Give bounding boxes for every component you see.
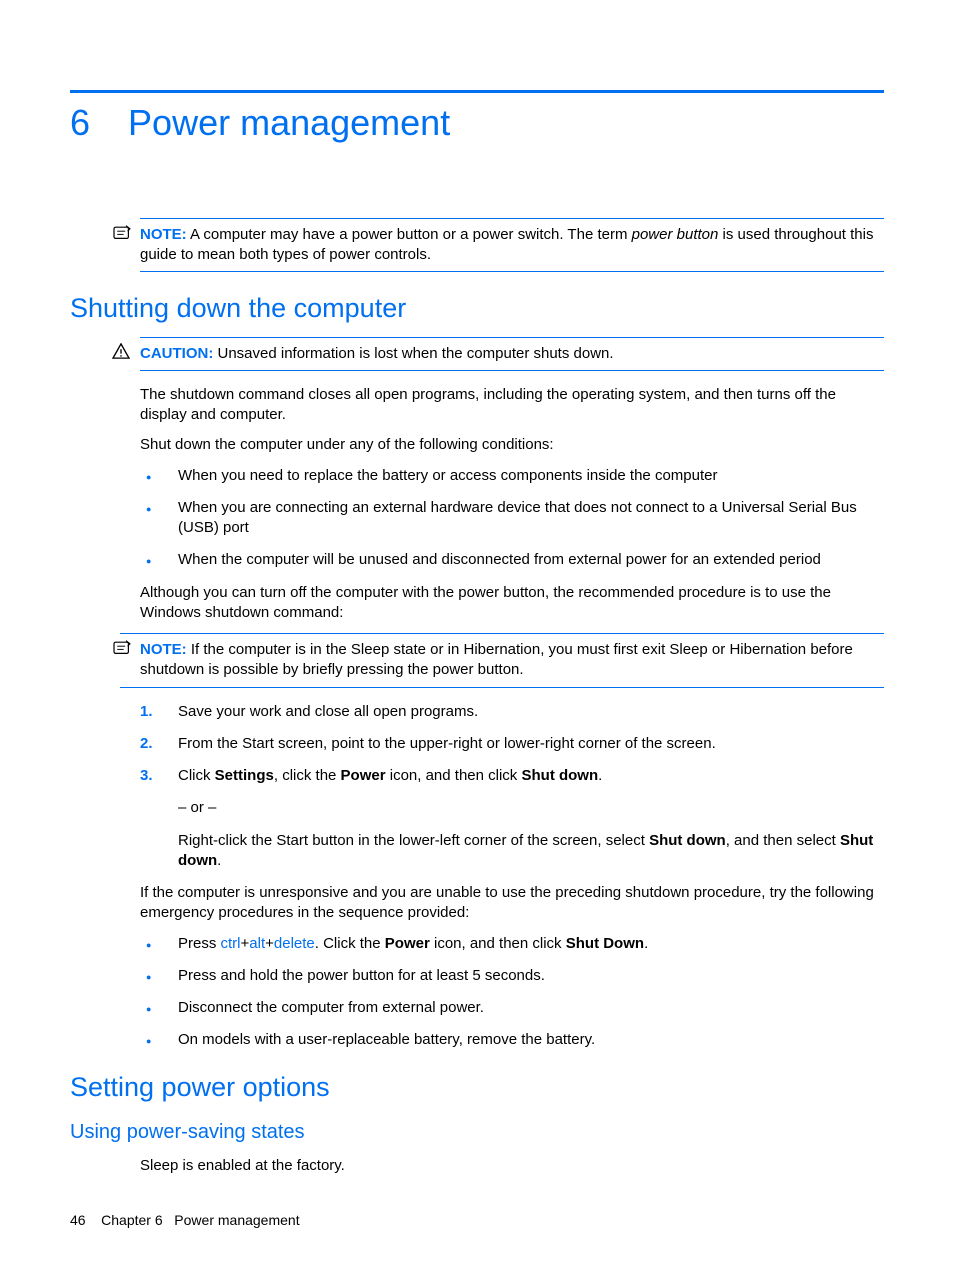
caution-icon bbox=[112, 343, 130, 365]
section-heading-shutdown: Shutting down the computer bbox=[70, 290, 884, 326]
chapter-title: Power management bbox=[128, 99, 450, 148]
list-item: 3. Click Settings, click the Power icon,… bbox=[140, 766, 884, 871]
numbered-list: 1.Save your work and close all open prog… bbox=[140, 702, 884, 872]
list-item: When the computer will be unused and dis… bbox=[140, 550, 884, 570]
note-text: If the computer is in the Sleep state or… bbox=[140, 641, 853, 678]
footer-chapter: Chapter 6 bbox=[101, 1212, 162, 1228]
note-icon bbox=[112, 224, 132, 246]
step-or: – or – bbox=[178, 798, 884, 818]
caution-text: Unsaved information is lost when the com… bbox=[218, 345, 614, 362]
body-text: If the computer is unresponsive and you … bbox=[140, 883, 884, 924]
list-item: When you need to replace the battery or … bbox=[140, 466, 884, 486]
bullet-list: When you need to replace the battery or … bbox=[140, 466, 884, 571]
body-text: The shutdown command closes all open pro… bbox=[140, 385, 884, 426]
note-callout: NOTE: A computer may have a power button… bbox=[140, 218, 884, 273]
list-item: Press and hold the power button for at l… bbox=[140, 966, 884, 986]
list-item: On models with a user-replaceable batter… bbox=[140, 1030, 884, 1050]
body-text: Sleep is enabled at the factory. bbox=[140, 1156, 884, 1176]
step-alt: Right-click the Start button in the lowe… bbox=[178, 831, 884, 872]
note-label: NOTE: bbox=[140, 226, 187, 243]
note-label: NOTE: bbox=[140, 641, 187, 658]
caution-callout: CAUTION: Unsaved information is lost whe… bbox=[140, 337, 884, 371]
chapter-rule bbox=[70, 90, 884, 93]
section-heading-power-options: Setting power options bbox=[70, 1069, 884, 1105]
chapter-header: 6 Power management bbox=[70, 99, 884, 148]
page-number: 46 bbox=[70, 1212, 86, 1228]
body-text: Shut down the computer under any of the … bbox=[140, 435, 884, 455]
body-text: Although you can turn off the computer w… bbox=[140, 583, 884, 624]
list-item: When you are connecting an external hard… bbox=[140, 498, 884, 539]
list-item: Disconnect the computer from external po… bbox=[140, 998, 884, 1018]
note-icon bbox=[112, 639, 132, 661]
note-callout: NOTE: If the computer is in the Sleep st… bbox=[120, 633, 884, 688]
list-item: 2.From the Start screen, point to the up… bbox=[140, 734, 884, 754]
list-item: 1.Save your work and close all open prog… bbox=[140, 702, 884, 722]
bullet-list: Press ctrl+alt+delete. Click the Power i… bbox=[140, 934, 884, 1051]
subsection-heading: Using power-saving states bbox=[70, 1119, 884, 1146]
list-item: Press ctrl+alt+delete. Click the Power i… bbox=[140, 934, 884, 954]
page-footer: 46 Chapter 6 Power management bbox=[70, 1211, 300, 1230]
note-text: A computer may have a power button or a … bbox=[140, 226, 873, 263]
chapter-number: 6 bbox=[70, 99, 90, 148]
footer-title: Power management bbox=[174, 1212, 299, 1228]
caution-label: CAUTION: bbox=[140, 345, 213, 362]
